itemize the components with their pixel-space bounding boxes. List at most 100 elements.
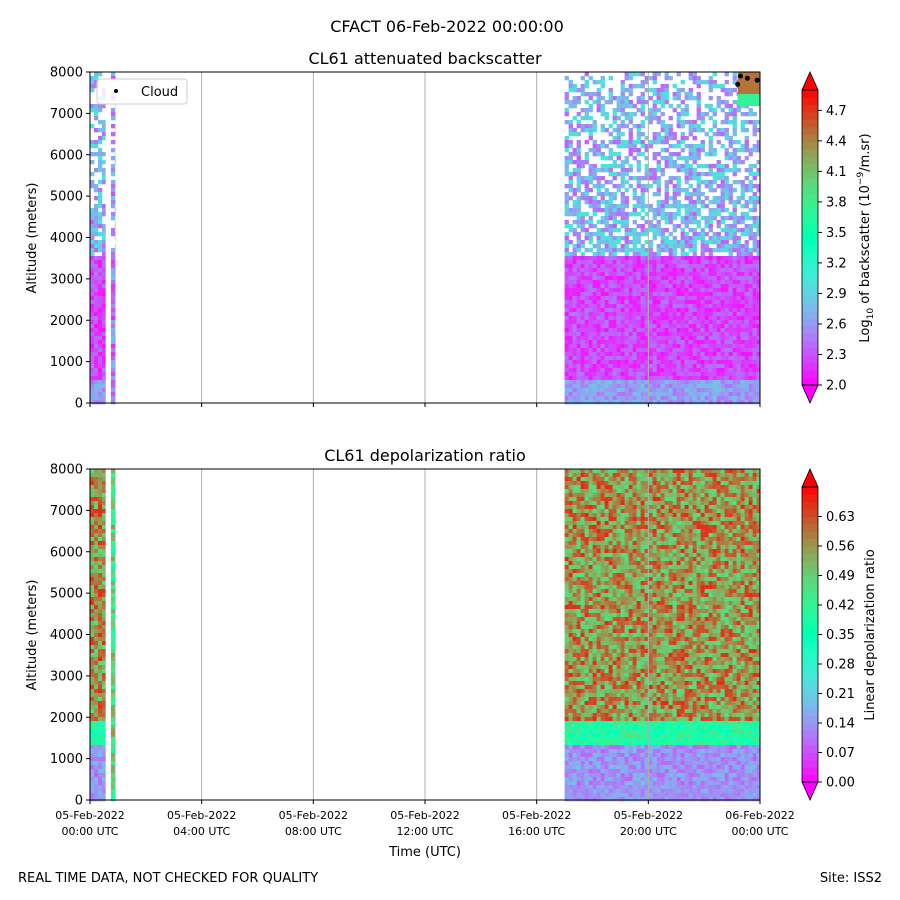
heatmap-cell [712, 368, 717, 373]
heatmap-cell [604, 156, 609, 161]
heatmap-cell [592, 224, 597, 229]
heatmap-cell [94, 733, 99, 738]
heatmap-cell [90, 348, 95, 353]
heatmap-cell [724, 128, 729, 133]
heatmap-cell [680, 396, 685, 401]
heatmap-cell [728, 152, 733, 157]
heatmap-cell [736, 104, 741, 109]
heatmap-cell [640, 336, 645, 341]
heatmap-cell [736, 216, 741, 221]
heatmap-cell [652, 236, 657, 241]
heatmap-cell [732, 336, 737, 341]
heatmap-cell [700, 260, 705, 265]
heatmap-cell [736, 236, 741, 241]
heatmap-cell [712, 256, 717, 261]
heatmap-cell [90, 609, 95, 614]
heatmap-cell [90, 709, 95, 714]
heatmap-cell [712, 392, 717, 397]
heatmap-cell [708, 364, 713, 369]
heatmap-cell [644, 352, 649, 357]
heatmap-cell [748, 392, 753, 397]
heatmap-cell [564, 553, 569, 558]
heatmap-cell [660, 204, 665, 209]
heatmap-cell [724, 288, 729, 293]
heatmap-cell [110, 597, 116, 602]
heatmap-cell [696, 220, 701, 225]
heatmap-cell [596, 92, 601, 97]
heatmap-cell [688, 372, 693, 377]
heatmap-cell [98, 509, 103, 514]
heatmap-cell [736, 304, 741, 309]
heatmap-cell [668, 164, 673, 169]
heatmap-cell [102, 232, 106, 237]
heatmap-cell [580, 773, 585, 778]
heatmap-cell [110, 673, 116, 678]
heatmap-cell [102, 581, 106, 586]
y-tick-label: 6000 [50, 148, 83, 163]
heatmap-cell [668, 232, 673, 237]
heatmap-cell [660, 212, 665, 217]
heatmap-cell [584, 625, 589, 630]
heatmap-cell [688, 228, 693, 233]
heatmap-cell [98, 324, 103, 329]
heatmap-cell [748, 332, 753, 337]
heatmap-cell [600, 521, 605, 526]
heatmap-cell [660, 276, 665, 281]
heatmap-cell [592, 509, 597, 514]
heatmap-cell [664, 344, 669, 349]
heatmap-cell [608, 240, 613, 245]
heatmap-cell [668, 348, 673, 353]
heatmap-cell [732, 296, 737, 301]
depolarization-heatmap [90, 469, 761, 802]
heatmap-cell [612, 96, 617, 101]
heatmap-cell [756, 244, 761, 249]
heatmap-cell [676, 308, 681, 313]
heatmap-cell [676, 356, 681, 361]
heatmap-cell [572, 753, 577, 758]
heatmap-cell [708, 276, 713, 281]
heatmap-cell [636, 320, 641, 325]
heatmap-cell [624, 224, 629, 229]
heatmap-cell [712, 312, 717, 317]
heatmap-cell [632, 236, 637, 241]
heatmap-cell [584, 493, 589, 498]
heatmap-cell [568, 737, 573, 742]
heatmap-cell [640, 72, 645, 77]
heatmap-cell [636, 184, 641, 189]
heatmap-cell [98, 473, 103, 478]
heatmap-cell [600, 509, 605, 514]
heatmap-cell [664, 328, 669, 333]
heatmap-cell [572, 673, 577, 678]
heatmap-cell [102, 384, 106, 389]
heatmap-cell [640, 248, 645, 253]
heatmap-cell [600, 581, 605, 586]
heatmap-cell [596, 489, 601, 494]
heatmap-cell [708, 360, 713, 365]
heatmap-cell [676, 344, 681, 349]
heatmap-cell [684, 168, 689, 173]
heatmap-cell [596, 677, 601, 682]
heatmap-cell [102, 316, 106, 321]
heatmap-cell [596, 777, 601, 782]
heatmap-cell [94, 621, 99, 626]
heatmap-cell [102, 280, 106, 285]
heatmap-cell [728, 376, 733, 381]
heatmap-cell [728, 308, 733, 313]
heatmap-cell [620, 340, 625, 345]
heatmap-cell [652, 132, 657, 137]
colorbar-segment [802, 370, 818, 379]
heatmap-cell [572, 585, 577, 590]
heatmap-cell [588, 665, 593, 670]
heatmap-cell [616, 144, 621, 149]
heatmap-cell [616, 208, 621, 213]
heatmap-cell [588, 176, 593, 181]
heatmap-cell [696, 208, 701, 213]
heatmap-cell [588, 565, 593, 570]
heatmap-cell [612, 192, 617, 197]
heatmap-cell [572, 469, 577, 474]
heatmap-cell [744, 156, 749, 161]
heatmap-cell [740, 356, 745, 361]
heatmap-cell [572, 304, 577, 309]
heatmap-cell [580, 677, 585, 682]
heatmap-cell [592, 388, 597, 393]
